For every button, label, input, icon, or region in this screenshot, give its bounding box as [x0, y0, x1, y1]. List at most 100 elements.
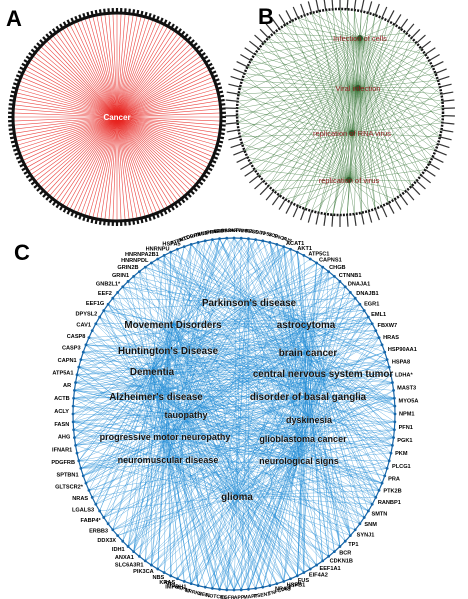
gene-label: CAPNS1: [319, 258, 342, 264]
panel-c-edges: [72, 237, 396, 591]
gene-label: PDGFRB: [51, 460, 75, 466]
gene-label: PRA: [388, 476, 400, 482]
gene-label: LRRK2: [185, 588, 203, 598]
gene-label: GNB2L1*: [96, 282, 121, 288]
gene-label: HNRNPK: [197, 229, 219, 238]
gene-label: BCR: [339, 551, 351, 557]
gene-label: CTNNB1: [339, 273, 362, 279]
gene-label: LDHA*: [395, 372, 414, 378]
panel-c-hub-5: brain cancer: [279, 348, 338, 359]
panel-c-hub-16: glioma: [221, 492, 253, 503]
gene-label: PTK2B: [383, 488, 401, 494]
gene-label: ACAT1: [286, 241, 304, 247]
gene-label: IGF1R: [163, 579, 179, 590]
gene-label: SMTN: [371, 512, 387, 518]
gene-label: ANXA1: [115, 555, 134, 561]
gene-label: EML1: [371, 312, 386, 318]
panel-b-edges: [236, 8, 444, 216]
gene-label: PGK1: [397, 438, 412, 444]
gene-label: CHGB: [329, 265, 345, 271]
panel-c-hub-13: glioblastoma cancer: [259, 434, 347, 444]
gene-label: IMPDH1: [165, 584, 186, 590]
gene-label: MTOR: [179, 233, 195, 243]
panel-c-hub-10: tauopathy: [164, 410, 207, 420]
gene-label: PARK7: [221, 228, 238, 234]
gene-label: PPARG: [206, 228, 224, 236]
gene-label: DDIT3: [186, 232, 202, 241]
gene-label: HRAS: [383, 335, 399, 341]
gene-label: SNCA: [272, 233, 288, 243]
gene-label: FUS: [298, 578, 309, 584]
panel-c-hub-9: disorder of basal ganglia: [250, 392, 367, 403]
panel-c-hub-8: Alzheimer's disease: [109, 392, 203, 403]
gene-label: VCP: [267, 232, 279, 240]
gene-label: HSPA8: [392, 360, 410, 366]
gene-label: HSP90AA1: [388, 347, 417, 353]
gene-label: TP53: [259, 230, 272, 238]
gene-label: CDKN1B: [330, 559, 353, 565]
gene-label: PTPN11: [170, 235, 190, 247]
gene-label: SNM: [364, 522, 377, 528]
gene-label: ATP5A1: [52, 370, 73, 376]
gene-label: RAC1: [193, 230, 208, 239]
gene-label: EIF4A2: [309, 572, 328, 578]
panel-b-hub-3: replication of RNA virus: [313, 129, 391, 138]
gene-label: NRAS: [72, 496, 88, 502]
gene-label: NRAS: [275, 586, 291, 592]
gene-label: MAST3: [397, 385, 416, 391]
gene-label: EEF1G: [86, 301, 104, 307]
gene-label: NPM1: [399, 412, 415, 418]
gene-label: PLCG1: [392, 464, 411, 470]
gene-label: GRIN2B: [117, 265, 138, 271]
panel-c-hub-12: progressive motor neuropathy: [100, 432, 231, 442]
panel-c-hub-3: astrocytoma: [277, 320, 336, 331]
gene-label: EEF1A1: [319, 566, 340, 572]
panel-b-gene-nodes: [225, 0, 455, 227]
gene-label: IFNAR1: [52, 447, 72, 453]
gene-label: ATP5C1: [308, 251, 329, 257]
panel-a-edges: [13, 13, 221, 221]
panel-c-hub-7: central nervous system tumor: [253, 369, 394, 380]
gene-label: CAV1: [76, 322, 91, 328]
gene-label: CDK4: [277, 585, 292, 595]
gene-label: RPL5: [245, 228, 259, 235]
gene-label: SYNJ1: [357, 532, 375, 538]
gene-label: FASN: [54, 422, 69, 428]
gene-label: CASP8: [67, 334, 86, 340]
gene-label: AHG: [58, 435, 70, 441]
panel-c-hub-6: Dementia: [130, 367, 175, 378]
gene-label: HNRNPA2B1: [125, 252, 159, 258]
gene-label: TP1: [348, 542, 358, 548]
gene-label: NEFL: [198, 591, 212, 599]
gene-label: ERBB2: [214, 228, 232, 235]
gene-label: CAPN1: [58, 358, 77, 364]
panel-c-hub-2: Movement Disorders: [124, 320, 222, 331]
gene-label: PFN1: [399, 425, 413, 431]
panel-c-hub-14: neuromuscular disease: [118, 455, 219, 465]
gene-label: HSPB1: [287, 583, 306, 589]
panel-label-a: A: [6, 6, 22, 31]
gene-label: FBXW7: [378, 323, 398, 329]
gene-label: FUS: [281, 236, 293, 245]
gene-label: EEF2: [98, 291, 112, 297]
panel-c-hub-4: Huntington's Disease: [118, 346, 219, 357]
gene-label: EGFR: [220, 595, 234, 599]
gene-label: MAPT: [243, 593, 258, 599]
panel-a-hub-cancer: Cancer: [103, 113, 130, 122]
panel-label-c: C: [14, 240, 30, 265]
gene-label: PIK3CA: [133, 569, 154, 575]
gene-label: HSP90: [174, 584, 191, 595]
gene-label: ACLY: [54, 409, 69, 415]
panel-c-disease-hubs: Parkinson's disease Movement Disorders ast…: [99, 298, 394, 503]
panel-c-hub-1: Parkinson's disease: [202, 298, 297, 309]
gene-label: PARK2: [236, 228, 253, 235]
gene-label: AKT1: [297, 246, 312, 252]
gene-label: SPTBN1: [57, 472, 79, 478]
gene-label: KRAS: [159, 580, 175, 586]
panel-label-b: B: [258, 4, 274, 29]
gene-label: CASP3: [62, 346, 81, 352]
panel-b-hub-2: Viral infection: [336, 84, 381, 93]
gene-label: DNAJA1: [348, 282, 370, 288]
gene-label: PTEN: [288, 580, 303, 591]
